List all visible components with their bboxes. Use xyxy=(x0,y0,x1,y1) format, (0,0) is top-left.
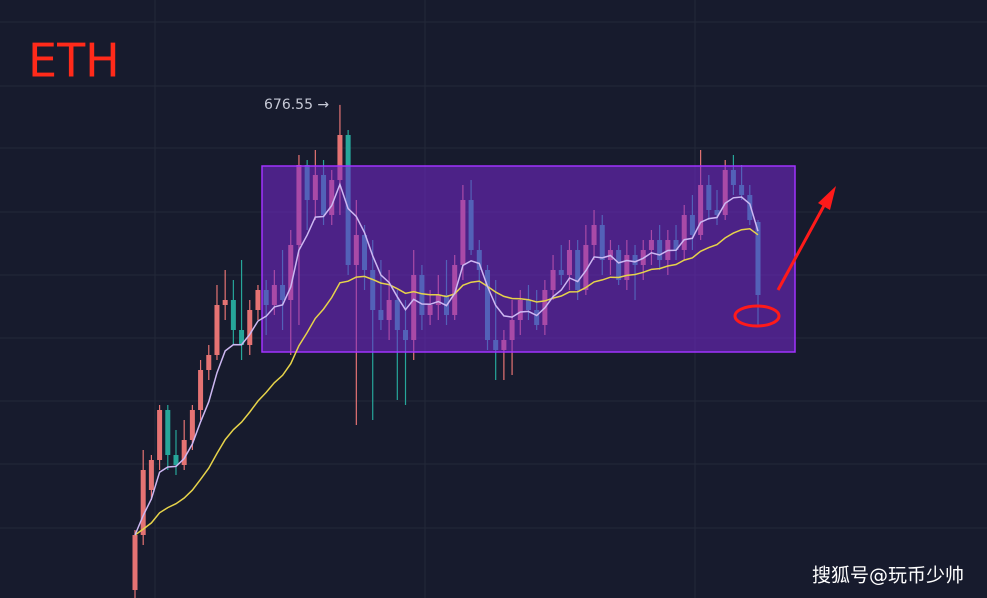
candle-body xyxy=(148,460,154,490)
moving-averages xyxy=(134,182,759,536)
candle-body xyxy=(140,470,146,535)
arrow-head xyxy=(818,186,836,210)
candle-body xyxy=(181,440,187,465)
moving-average xyxy=(134,228,759,536)
range-box xyxy=(261,165,796,353)
high-annotation: 676.55 → xyxy=(264,97,329,113)
candle-body xyxy=(157,410,163,460)
candle-body xyxy=(337,135,343,180)
candle-body xyxy=(255,290,261,310)
candle-body xyxy=(239,330,245,345)
chart-title: ETH xyxy=(28,34,120,88)
candle-body xyxy=(173,455,179,465)
candle-body xyxy=(230,300,236,330)
candle-body xyxy=(214,305,220,355)
arrow-shaft xyxy=(776,201,828,291)
candle-body xyxy=(165,410,171,455)
watermark: 搜狐号@玩币少帅 xyxy=(812,565,964,587)
candle-body xyxy=(206,355,212,370)
highlight-circle xyxy=(733,304,781,328)
moving-average xyxy=(134,182,759,536)
candle-body xyxy=(198,370,204,410)
candle-body xyxy=(247,310,253,345)
candle-body xyxy=(222,300,228,305)
candle-body xyxy=(132,535,138,590)
candle-body xyxy=(189,410,195,440)
